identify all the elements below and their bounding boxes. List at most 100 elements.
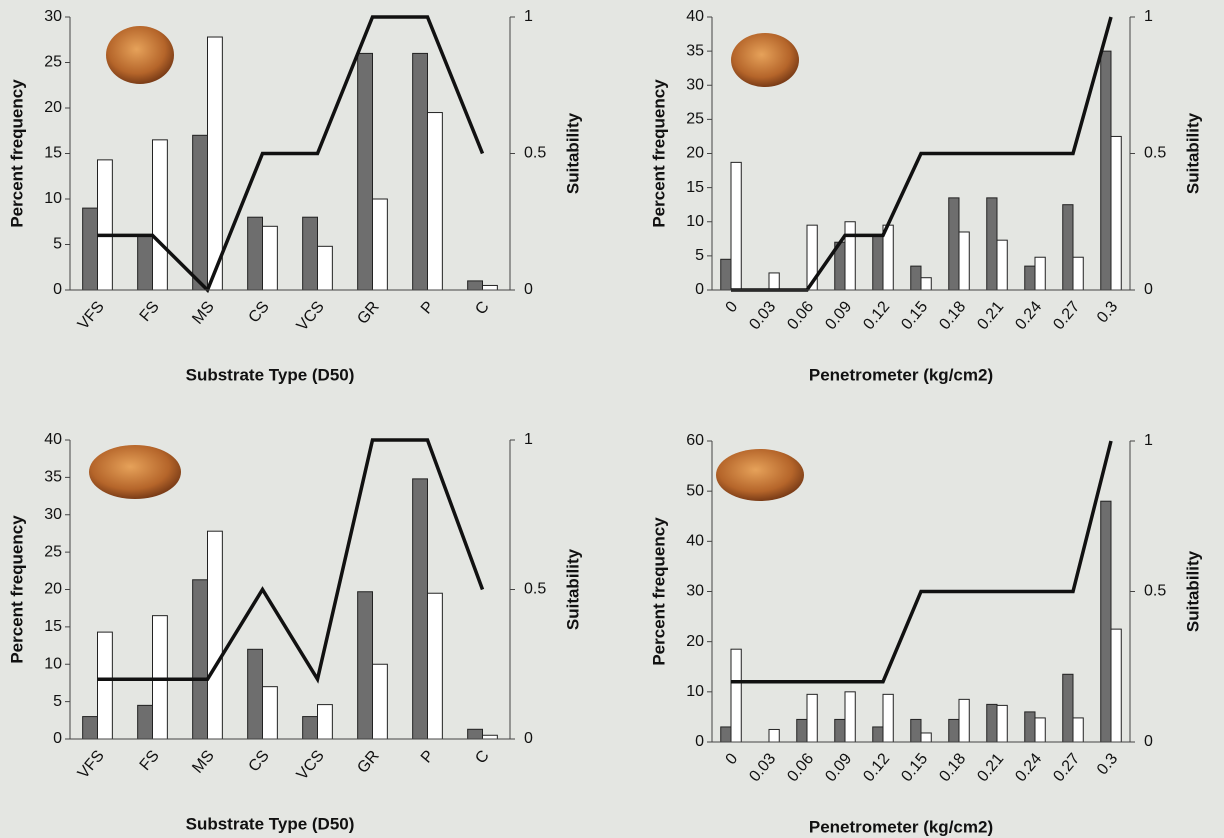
x-tick-label: 0.27 — [1050, 298, 1083, 333]
bar — [720, 726, 732, 743]
x-tick-label: 0.12 — [860, 750, 893, 785]
x-tick-label: FS — [137, 747, 163, 774]
bar — [467, 280, 483, 291]
bar — [730, 161, 742, 291]
x-tick-label: 0.12 — [860, 298, 893, 333]
x-tick-label: 0.06 — [784, 298, 817, 333]
y-tick-label: 20 — [686, 633, 704, 650]
bar — [427, 592, 443, 740]
y-tick-label: 25 — [686, 111, 704, 128]
y-tick-label: 10 — [686, 213, 704, 230]
x-tick-label: CS — [245, 298, 272, 326]
x-tick-label: MS — [189, 298, 217, 327]
x-tick-label: VCS — [294, 747, 328, 783]
bar — [1100, 50, 1112, 291]
bar — [872, 234, 884, 291]
y2-tick-label: 0 — [1144, 281, 1153, 298]
bar — [152, 139, 168, 291]
bar — [427, 112, 443, 291]
bar — [262, 686, 278, 740]
bar — [82, 207, 99, 291]
bar — [720, 258, 732, 291]
bar — [1110, 135, 1122, 291]
x-tick-label: 0.18 — [936, 298, 969, 333]
suitability-line — [731, 440, 1113, 684]
bar — [768, 272, 780, 291]
bar — [1024, 711, 1036, 743]
bar — [82, 716, 99, 740]
x-tick-label: C — [472, 298, 492, 318]
x-tick-label: C — [472, 747, 492, 767]
y2-tick-label: 0 — [524, 281, 533, 298]
x-tick-label: 0.15 — [898, 750, 931, 785]
y-tick-label: 15 — [44, 145, 62, 162]
x-tick-label: 0.03 — [746, 298, 779, 333]
y2-tick-label: 0 — [524, 730, 533, 747]
x-tick-label: 0.15 — [898, 298, 931, 333]
bar — [152, 615, 168, 740]
y2-tick-label: 1 — [524, 8, 533, 25]
y2-tick-label: 1 — [524, 431, 533, 448]
y-tick-label: 0 — [53, 281, 62, 298]
y-tick-label: 25 — [44, 54, 62, 71]
bar — [1034, 717, 1046, 743]
y-tick-label: 20 — [44, 99, 62, 116]
y-axis-label: Percent frequency — [7, 79, 26, 228]
y-tick-label: 40 — [686, 8, 704, 25]
bar — [806, 693, 818, 743]
shell-icon — [89, 26, 804, 501]
x-tick-label: 0.21 — [974, 298, 1007, 333]
bar — [207, 530, 223, 740]
y-tick-label: 10 — [44, 190, 62, 207]
bar — [948, 197, 960, 291]
y-tick-label: 60 — [686, 432, 704, 449]
y-tick-label: 0 — [695, 733, 704, 750]
bar — [986, 703, 998, 743]
bar — [137, 234, 153, 291]
x-tick-label: 0.18 — [936, 750, 969, 785]
bar — [207, 36, 223, 291]
y2-axis-label: Suitability — [563, 548, 582, 630]
bar — [247, 216, 263, 291]
x-tick-label: VFS — [75, 747, 108, 782]
y2-tick-label: 0.5 — [1144, 583, 1166, 600]
bar — [192, 134, 208, 291]
bar — [1110, 628, 1122, 743]
x-tick-label: CS — [245, 747, 272, 775]
bar — [796, 718, 808, 743]
y2-tick-label: 0.5 — [524, 581, 546, 598]
bar — [996, 239, 1008, 291]
bar — [302, 716, 318, 740]
bar — [996, 704, 1008, 743]
y2-tick-label: 0.5 — [524, 145, 546, 162]
y-axis-label: Percent frequency — [7, 515, 26, 664]
x-axis-label: Substrate Type (D50) — [186, 365, 355, 384]
bar — [920, 277, 932, 291]
bar — [768, 728, 780, 743]
x-tick-label: P — [418, 298, 438, 317]
bar — [1072, 717, 1084, 743]
y-tick-label: 25 — [44, 543, 62, 560]
bar — [844, 691, 856, 743]
bar — [467, 728, 483, 740]
x-tick-label: GR — [354, 298, 382, 327]
bar — [192, 579, 208, 740]
y-tick-label: 35 — [44, 469, 62, 486]
y-tick-label: 10 — [686, 683, 704, 700]
bar — [372, 663, 388, 740]
y-tick-label: 5 — [53, 236, 62, 253]
x-axis-label: Substrate Type (D50) — [186, 814, 355, 833]
x-tick-label: 0.09 — [822, 750, 855, 785]
bar — [1024, 265, 1036, 291]
x-tick-label: 0.09 — [822, 298, 855, 333]
x-tick-label: 0.24 — [1012, 298, 1045, 333]
x-tick-label: P — [418, 747, 438, 766]
x-tick-label: 0.27 — [1050, 750, 1083, 785]
bar — [920, 732, 932, 743]
y2-tick-label: 0.5 — [1144, 145, 1166, 162]
x-tick-label: 0.3 — [1094, 750, 1121, 778]
y-tick-label: 30 — [44, 8, 62, 25]
bar — [986, 197, 998, 291]
y2-axis-label: Suitability — [1183, 550, 1202, 632]
